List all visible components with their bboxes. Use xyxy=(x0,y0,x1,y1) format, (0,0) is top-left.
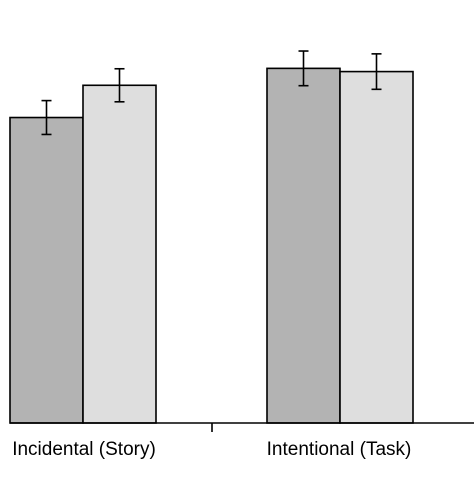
bar-2-2 xyxy=(339,70,414,424)
bar-1-2 xyxy=(82,84,157,424)
bar-2-1 xyxy=(266,67,341,424)
error-bar-2-2 xyxy=(371,53,382,91)
x-tick-label-2: Intentional (Task) xyxy=(267,439,412,460)
bars-layer xyxy=(9,67,414,424)
x-tick-labels: Incidental (Story) Intentional (Task) xyxy=(12,439,411,460)
error-bars-layer xyxy=(41,50,382,136)
x-tick-label-1: Incidental (Story) xyxy=(12,439,156,460)
error-bar-2-1 xyxy=(298,50,309,87)
error-bar-1-2 xyxy=(114,67,125,103)
x-axis xyxy=(10,422,474,432)
bar-1-1 xyxy=(9,116,84,424)
error-bar-1-1 xyxy=(41,99,52,136)
